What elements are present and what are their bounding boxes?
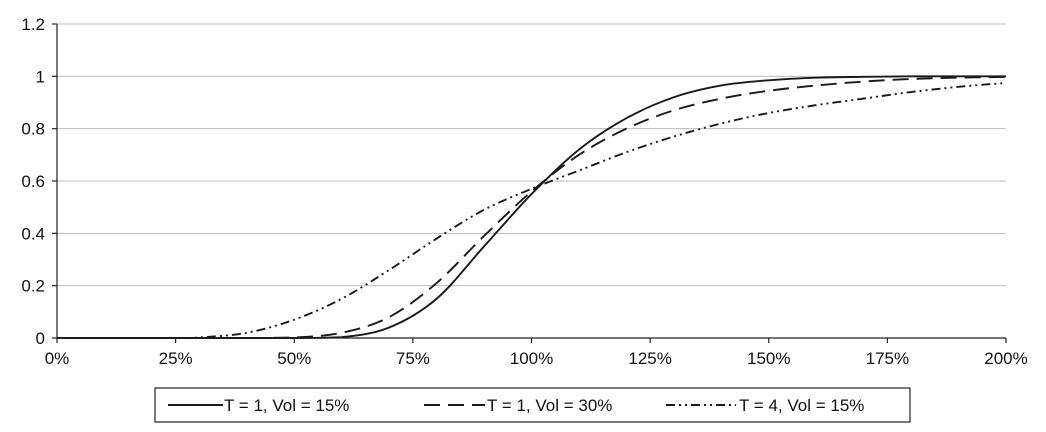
axes: 0 0.2 0.4 0.6 0.8 1 1.2 0% 25% 50% 75% 100% 125% 150%…	[21, 15, 1027, 368]
x-tick-label: 50%	[277, 349, 311, 368]
legend-box	[154, 387, 911, 423]
x-tick-label: 0%	[45, 349, 70, 368]
series-line-2	[56, 75, 1007, 339]
series-group	[56, 75, 1007, 339]
legend-label-1: T = 1, Vol = 15%	[224, 396, 349, 415]
legend-label-3: T = 4, Vol = 15%	[739, 396, 864, 415]
y-tick-label: 0.8	[21, 120, 45, 139]
y-tick-label: 0.2	[21, 277, 45, 296]
x-tick-label: 125%	[628, 349, 671, 368]
x-tick-label: 175%	[866, 349, 909, 368]
x-tick-label: 150%	[747, 349, 790, 368]
x-tick-label: 200%	[984, 349, 1027, 368]
series-line-1	[56, 75, 1006, 339]
x-tick-label: 25%	[159, 349, 193, 368]
y-tick-label: 1.2	[21, 15, 45, 34]
y-tick-label: 1	[36, 67, 45, 86]
x-tick-label: 75%	[396, 349, 430, 368]
grid	[57, 23, 1006, 287]
x-tick-label: 100%	[510, 349, 553, 368]
y-tick-label: 0	[36, 329, 45, 348]
y-tick-label: 0.6	[21, 172, 45, 191]
legend-label-2: T = 1, Vol = 30%	[487, 396, 612, 415]
series-line-3	[56, 81, 1007, 339]
y-tick-label: 0.4	[21, 224, 45, 243]
legend: T = 1, Vol = 15% T = 1, Vol = 30% T = 4, V…	[154, 387, 911, 423]
